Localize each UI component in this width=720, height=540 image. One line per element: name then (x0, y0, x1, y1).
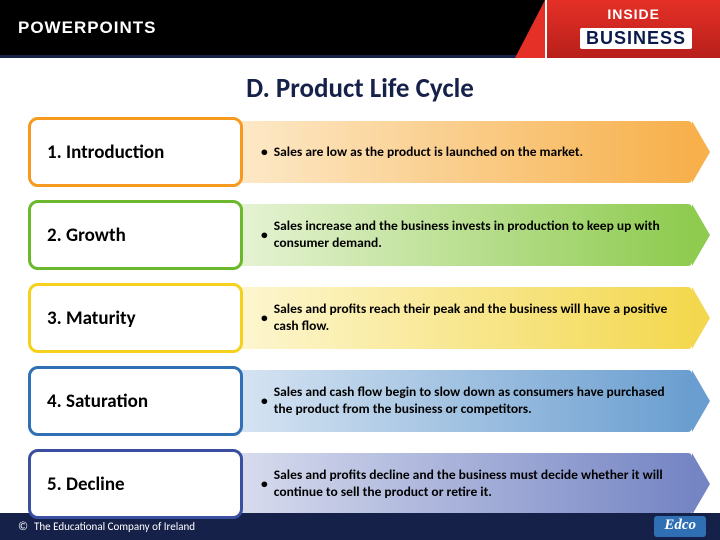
bullet-icon: • (261, 476, 268, 493)
logo-business-text: BUSINESS (580, 28, 692, 49)
arrow-head-icon (692, 453, 710, 515)
phase-desc-text: Sales are low as the product is launched… (274, 144, 583, 161)
phase-desc-text: Sales and profits decline and the busine… (274, 467, 670, 501)
phase-desc: • Sales are low as the product is launche… (237, 117, 692, 187)
phase-label: 3. Maturity (28, 283, 243, 353)
phase-desc: • Sales and profits reach their peak and … (237, 283, 692, 353)
phase-label: 4. Saturation (28, 366, 243, 436)
header-bar: POWERPOINTS INSIDE BUSINESS (0, 0, 720, 58)
phase-desc: • Sales and cash flow begin to slow down … (237, 366, 692, 436)
phase-desc-text: Sales increase and the business invests … (274, 218, 670, 252)
phase-desc-wrap: • Sales and cash flow begin to slow down … (237, 366, 692, 436)
logo-inside-text: INSIDE (607, 6, 660, 22)
phase-desc: • Sales increase and the business invests… (237, 200, 692, 270)
phase-desc-wrap: • Sales increase and the business invests… (237, 200, 692, 270)
copyright-icon: © (18, 520, 28, 534)
phase-label: 2. Growth (28, 200, 243, 270)
bullet-icon: • (261, 310, 268, 327)
bullet-icon: • (261, 393, 268, 410)
phase-row: 5. Decline • Sales and profits decline and… (28, 449, 692, 519)
header-triangle (515, 0, 545, 58)
phase-row: 2. Growth • Sales increase and the busines… (28, 200, 692, 270)
phase-desc-text: Sales and profits reach their peak and t… (274, 301, 670, 335)
phase-label: 1. Introduction (28, 117, 243, 187)
arrow-head-icon (692, 204, 710, 266)
powerpoints-label: POWERPOINTS (18, 18, 157, 38)
phase-desc-wrap: • Sales and profits decline and the busin… (237, 449, 692, 519)
phase-row: 1. Introduction • Sales are low as the pro… (28, 117, 692, 187)
footer-copyright: The Educational Company of Ireland (34, 520, 195, 533)
page-title: D. Product Life Cycle (0, 72, 720, 105)
phase-desc: • Sales and profits decline and the busin… (237, 449, 692, 519)
phase-list: 1. Introduction • Sales are low as the pro… (0, 117, 720, 519)
edco-badge: Edco (654, 516, 706, 537)
phase-row: 4. Saturation • Sales and cash flow begin … (28, 366, 692, 436)
phase-desc-wrap: • Sales are low as the product is launche… (237, 117, 692, 187)
phase-label: 5. Decline (28, 449, 243, 519)
bullet-icon: • (261, 144, 268, 161)
phase-desc-wrap: • Sales and profits reach their peak and … (237, 283, 692, 353)
phase-row: 3. Maturity • Sales and profits reach thei… (28, 283, 692, 353)
phase-desc-text: Sales and cash flow begin to slow down a… (274, 384, 670, 418)
bullet-icon: • (261, 227, 268, 244)
arrow-head-icon (692, 370, 710, 432)
arrow-head-icon (692, 121, 710, 183)
arrow-head-icon (692, 287, 710, 349)
